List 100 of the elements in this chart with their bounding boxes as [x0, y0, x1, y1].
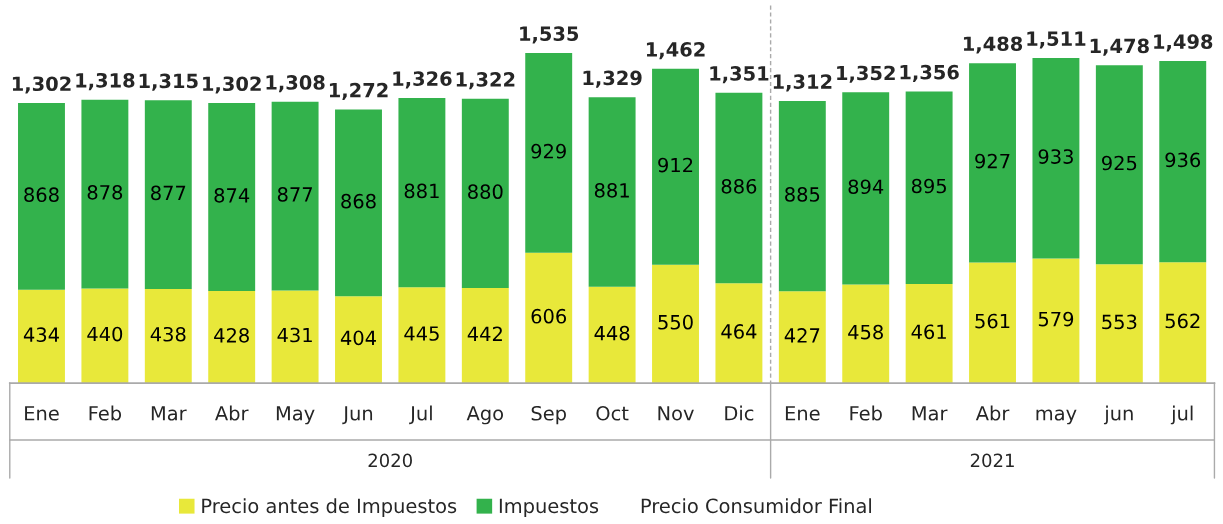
- data-label: 912: [658, 157, 693, 173]
- bar: [271, 101, 319, 291]
- data-label: 461: [911, 324, 946, 340]
- data-label: 881: [594, 182, 629, 198]
- x-tick-label: Ago: [466, 406, 504, 425]
- total-label: 1,315: [139, 73, 198, 91]
- bar: [144, 288, 192, 384]
- bar: [969, 63, 1016, 263]
- x-tick-label: May: [276, 406, 315, 425]
- data-label: 881: [404, 183, 439, 199]
- data-label: 927: [975, 153, 1010, 169]
- x-tick-label: Abr: [215, 405, 249, 421]
- bar: [652, 68, 699, 265]
- x-tick-label: Mar: [912, 406, 948, 421]
- x-tick-label: Ene: [785, 406, 820, 421]
- bar: [1032, 57, 1080, 259]
- bar: [335, 109, 382, 297]
- data-label: 550: [658, 314, 693, 330]
- data-label: 606: [531, 308, 567, 324]
- data-label: 404: [340, 330, 376, 346]
- total-label: 1,272: [329, 82, 388, 101]
- data-label: 894: [848, 179, 884, 195]
- text: 2021: [970, 453, 1014, 468]
- data-label: 448: [594, 325, 630, 341]
- bar: [715, 92, 763, 284]
- bar: [18, 103, 65, 290]
- bar: [588, 286, 636, 384]
- x-tick-label: Mar: [151, 406, 187, 421]
- bar: [208, 103, 256, 292]
- data-label: 886: [721, 178, 757, 194]
- bar: [335, 296, 382, 384]
- data-label: 561: [975, 313, 1010, 329]
- bar: [1095, 65, 1143, 265]
- bar: [652, 264, 699, 384]
- total-label: 1,356: [900, 64, 959, 82]
- data-label: 936: [1165, 152, 1201, 168]
- x-tick-label: Feb: [850, 405, 882, 421]
- data-label: 431: [277, 327, 312, 343]
- total-label: 1,308: [266, 75, 325, 93]
- data-label: 933: [1038, 149, 1073, 164]
- bar: [461, 98, 509, 289]
- data-label: 553: [1102, 314, 1137, 330]
- bar: [208, 291, 256, 384]
- data-label: 562: [1165, 313, 1200, 329]
- legend-label: Impuestos: [499, 498, 599, 517]
- x-tick-label: Nov: [658, 406, 694, 421]
- x-tick-label: Dic: [725, 405, 754, 421]
- text: 2020: [368, 453, 412, 468]
- data-label: 458: [848, 324, 883, 340]
- data-label: 895: [911, 178, 946, 194]
- bar: [778, 291, 826, 384]
- total-label: 1,322: [456, 72, 515, 90]
- x-tick-label: Jun: [342, 406, 373, 425]
- bar: [144, 100, 192, 289]
- bar: [778, 100, 826, 292]
- x-tick-label: may: [1036, 409, 1077, 425]
- total-label: 1,535: [520, 26, 579, 44]
- data-label: 925: [1102, 155, 1137, 171]
- x-tick-label: jun: [1103, 405, 1133, 425]
- bar: [969, 262, 1016, 384]
- total-label: 1,478: [1090, 38, 1149, 56]
- total-label: 1,326: [393, 71, 452, 89]
- x-tick-label: Abr: [975, 405, 1010, 421]
- data-label: 877: [151, 185, 186, 201]
- data-label: 929: [531, 143, 566, 159]
- bar: [842, 284, 890, 384]
- bar: [588, 97, 636, 287]
- data-label: 434: [23, 327, 59, 343]
- total-label: 1,302: [12, 76, 71, 94]
- bar: [81, 288, 129, 384]
- bar: [715, 283, 763, 384]
- total-label: 1,318: [76, 72, 135, 91]
- x-tick-label: Ene: [25, 406, 59, 421]
- data-label: 428: [214, 327, 249, 343]
- total-label: 1,329: [583, 70, 642, 88]
- x-tick-label: jul: [1170, 405, 1193, 425]
- bar: [398, 97, 446, 288]
- bar: [525, 252, 573, 384]
- bar: [271, 290, 319, 384]
- data-label: 427: [784, 328, 820, 343]
- x-tick-label: Sep: [531, 405, 566, 425]
- data-label: 438: [150, 326, 186, 342]
- bar: [398, 287, 446, 384]
- data-label: 885: [785, 187, 820, 202]
- total-label: 1,312: [773, 74, 832, 92]
- bar: [1159, 60, 1207, 263]
- data-label: 440: [87, 326, 123, 342]
- total-label: 1,351: [710, 66, 769, 84]
- total-label: 1,488: [963, 36, 1023, 54]
- bar: [1032, 258, 1080, 384]
- bar: [842, 92, 890, 285]
- legend-label: Precio antes de Impuestos: [202, 498, 457, 517]
- total-label: 1,352: [837, 65, 895, 83]
- data-label: 868: [341, 193, 376, 209]
- bar: [1159, 262, 1207, 384]
- total-label: 1,462: [646, 41, 705, 60]
- x-tick-label: Jul: [409, 405, 432, 425]
- total-label: 1,498: [1154, 34, 1213, 52]
- bar: [1095, 264, 1143, 384]
- bar: [81, 99, 129, 289]
